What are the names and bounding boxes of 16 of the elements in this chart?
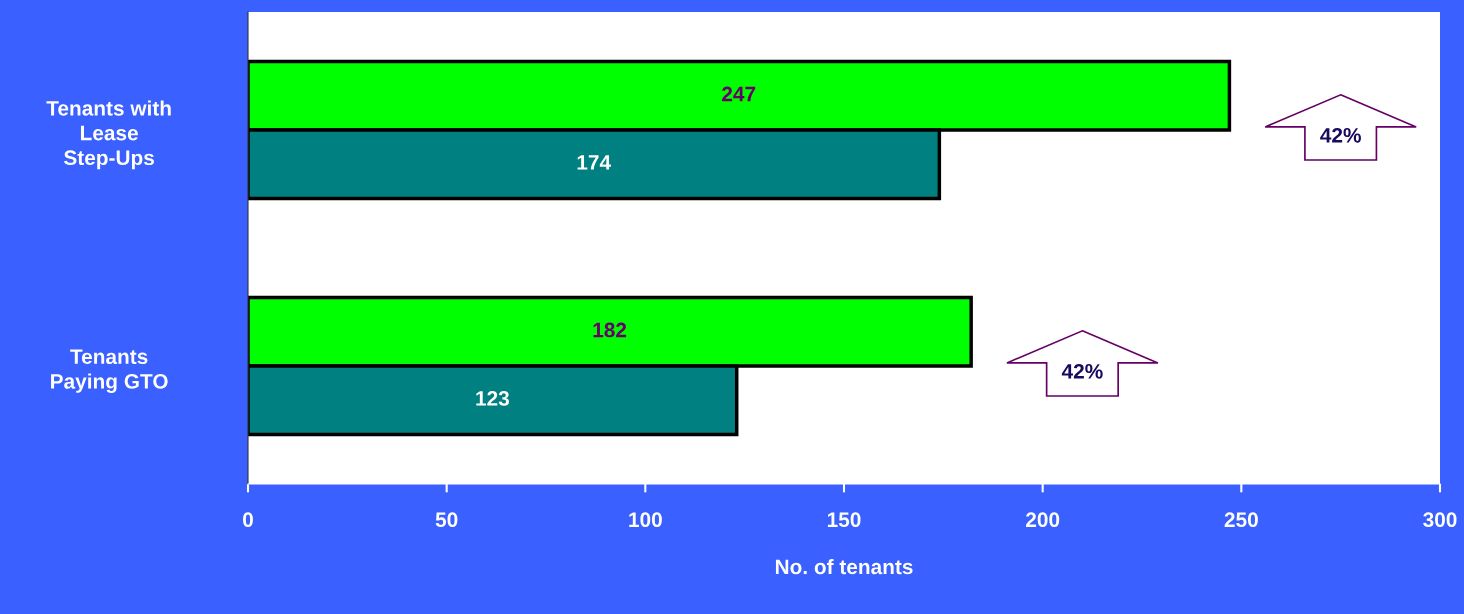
x-axis-title: No. of tenants xyxy=(775,558,913,575)
x-tick-label: 150 xyxy=(827,512,861,528)
x-tick-label: 0 xyxy=(243,512,253,528)
x-tick-label: 250 xyxy=(1224,512,1258,528)
x-tick-label: 50 xyxy=(435,512,458,528)
data-label: 174 xyxy=(577,155,611,170)
y-tick-label: Tenants Paying GTO xyxy=(51,349,168,393)
x-tick-label: 300 xyxy=(1423,512,1457,528)
x-tick-label: 100 xyxy=(629,512,662,528)
data-label: 182 xyxy=(593,322,627,338)
data-label: 123 xyxy=(476,391,509,406)
annotation: 42% xyxy=(1320,127,1361,143)
data-label: 247 xyxy=(722,86,756,102)
y-tick-label: Tenants with Lease Step-Ups xyxy=(46,100,171,170)
x-tick-label: 200 xyxy=(1026,512,1060,528)
annotation: 42% xyxy=(1061,363,1103,379)
